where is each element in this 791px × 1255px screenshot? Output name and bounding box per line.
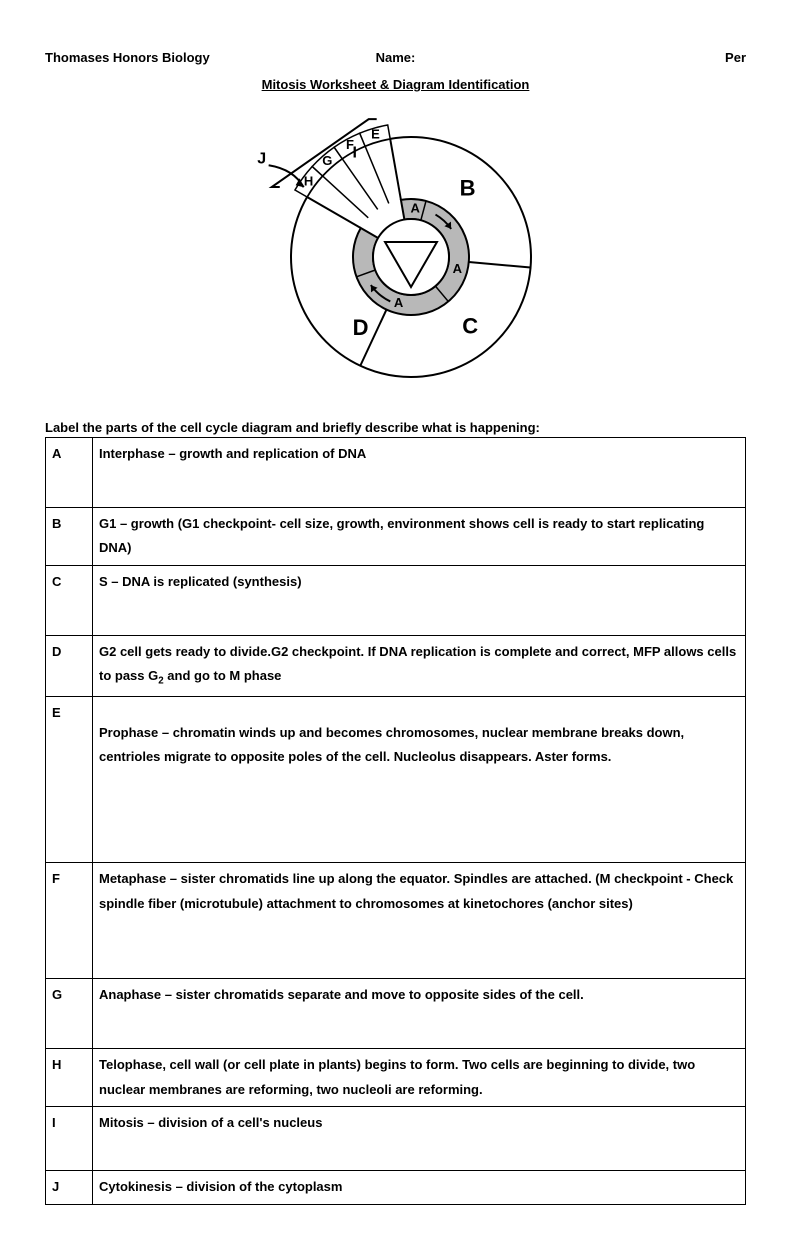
row-letter: B xyxy=(46,507,93,565)
row-description: Telophase, cell wall (or cell plate in p… xyxy=(93,1048,746,1106)
table-row: CS – DNA is replicated (synthesis) xyxy=(46,566,746,636)
row-description: G1 – growth (G1 checkpoint- cell size, g… xyxy=(93,507,746,565)
row-description: Cytokinesis – division of the cytoplasm xyxy=(93,1171,746,1205)
svg-text:G: G xyxy=(322,153,332,168)
svg-text:D: D xyxy=(352,315,368,340)
row-description: G2 cell gets ready to divide.G2 checkpoi… xyxy=(93,635,746,696)
header-period-field: Per xyxy=(512,50,746,65)
row-description: Anaphase – sister chromatids separate an… xyxy=(93,979,746,1049)
table-row: EProphase – chromatin winds up and becom… xyxy=(46,696,746,862)
table-row: AInterphase – growth and replication of … xyxy=(46,438,746,508)
svg-text:E: E xyxy=(371,127,380,142)
svg-text:J: J xyxy=(257,151,266,168)
answer-table: AInterphase – growth and replication of … xyxy=(45,437,746,1205)
row-letter: I xyxy=(46,1107,93,1171)
instruction-text: Label the parts of the cell cycle diagra… xyxy=(45,420,746,435)
svg-text:A: A xyxy=(393,295,403,310)
table-row: IMitosis – division of a cell's nucleus xyxy=(46,1107,746,1171)
table-row: GAnaphase – sister chromatids separate a… xyxy=(46,979,746,1049)
header-left: Thomases Honors Biology xyxy=(45,50,279,65)
svg-text:A: A xyxy=(410,201,420,216)
row-letter: J xyxy=(46,1171,93,1205)
row-description: Prophase – chromatin winds up and become… xyxy=(93,696,746,862)
row-letter: D xyxy=(46,635,93,696)
row-description: Metaphase – sister chromatids line up al… xyxy=(93,862,746,978)
row-description: Interphase – growth and replication of D… xyxy=(93,438,746,508)
row-description: S – DNA is replicated (synthesis) xyxy=(93,566,746,636)
table-row: BG1 – growth (G1 checkpoint- cell size, … xyxy=(46,507,746,565)
row-letter: C xyxy=(46,566,93,636)
table-row: JCytokinesis – division of the cytoplasm xyxy=(46,1171,746,1205)
header-name-field: Name: xyxy=(279,50,513,65)
row-description: Mitosis – division of a cell's nucleus xyxy=(93,1107,746,1171)
svg-text:H: H xyxy=(303,173,312,188)
row-letter: G xyxy=(46,979,93,1049)
svg-text:B: B xyxy=(459,175,475,200)
row-letter: F xyxy=(46,862,93,978)
table-row: HTelophase, cell wall (or cell plate in … xyxy=(46,1048,746,1106)
svg-text:A: A xyxy=(452,261,462,276)
row-letter: H xyxy=(46,1048,93,1106)
row-letter: A xyxy=(46,438,93,508)
cell-cycle-diagram: BCDIJHGFEAAA xyxy=(45,112,746,395)
svg-text:C: C xyxy=(462,313,478,338)
row-letter: E xyxy=(46,696,93,862)
svg-text:F: F xyxy=(345,137,353,152)
table-row: FMetaphase – sister chromatids line up a… xyxy=(46,862,746,978)
page-header: Thomases Honors Biology Name: Per xyxy=(45,50,746,65)
worksheet-title: Mitosis Worksheet & Diagram Identificati… xyxy=(45,77,746,92)
cell-cycle-svg: BCDIJHGFEAAA xyxy=(226,112,566,392)
table-row: DG2 cell gets ready to divide.G2 checkpo… xyxy=(46,635,746,696)
